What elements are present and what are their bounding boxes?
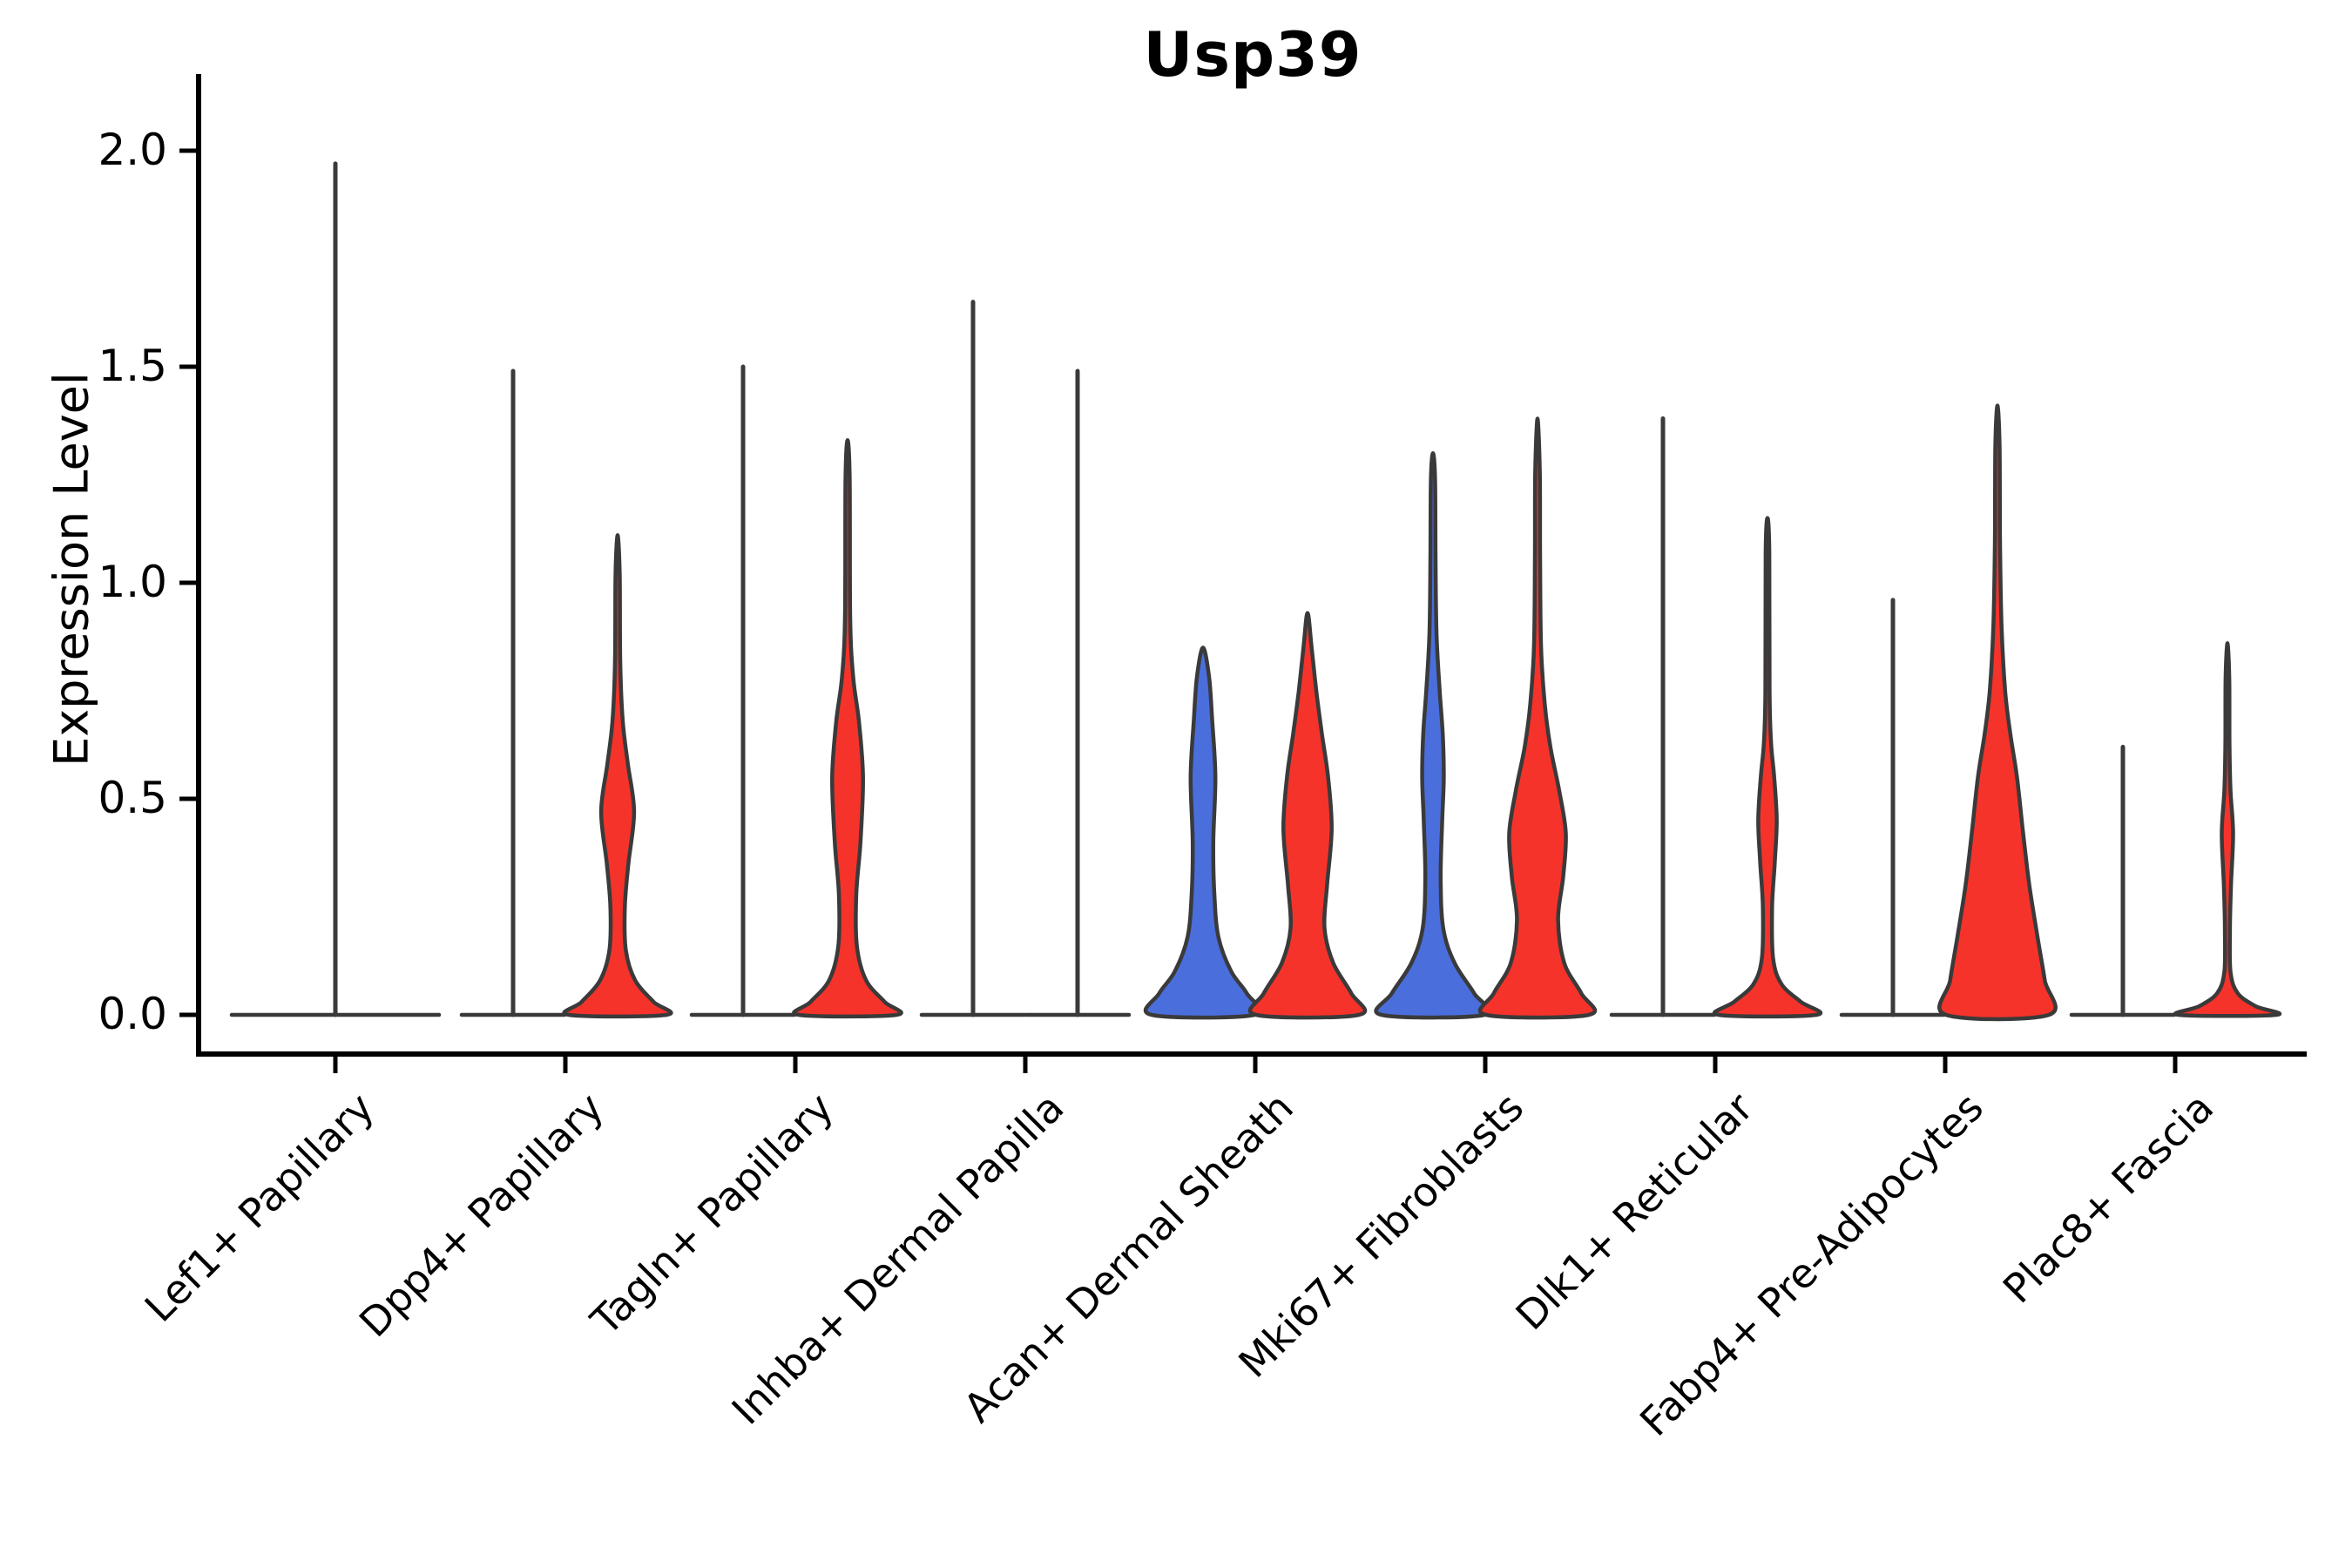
y-tick-label: 0.0 <box>98 988 167 1039</box>
y-tick-label: 0.5 <box>98 772 167 823</box>
violin-3-right <box>792 438 903 1019</box>
violin-6-left <box>1374 450 1492 1020</box>
violin-8-right <box>1937 403 2058 1022</box>
violin-7-right <box>1712 516 1823 1019</box>
violin-9-right <box>2173 641 2281 1018</box>
y-tick-label: 1.0 <box>98 556 167 607</box>
y-tick-label: 1.5 <box>98 340 167 391</box>
axis-spines <box>196 74 2307 1057</box>
violin-6-right <box>1477 416 1598 1020</box>
chart-title: Usp39 <box>1143 19 1362 91</box>
violin-2-right <box>562 533 673 1019</box>
violin-5-right <box>1247 611 1368 1020</box>
violin-5-left <box>1143 645 1263 1020</box>
y-tick-label: 2.0 <box>98 124 167 175</box>
